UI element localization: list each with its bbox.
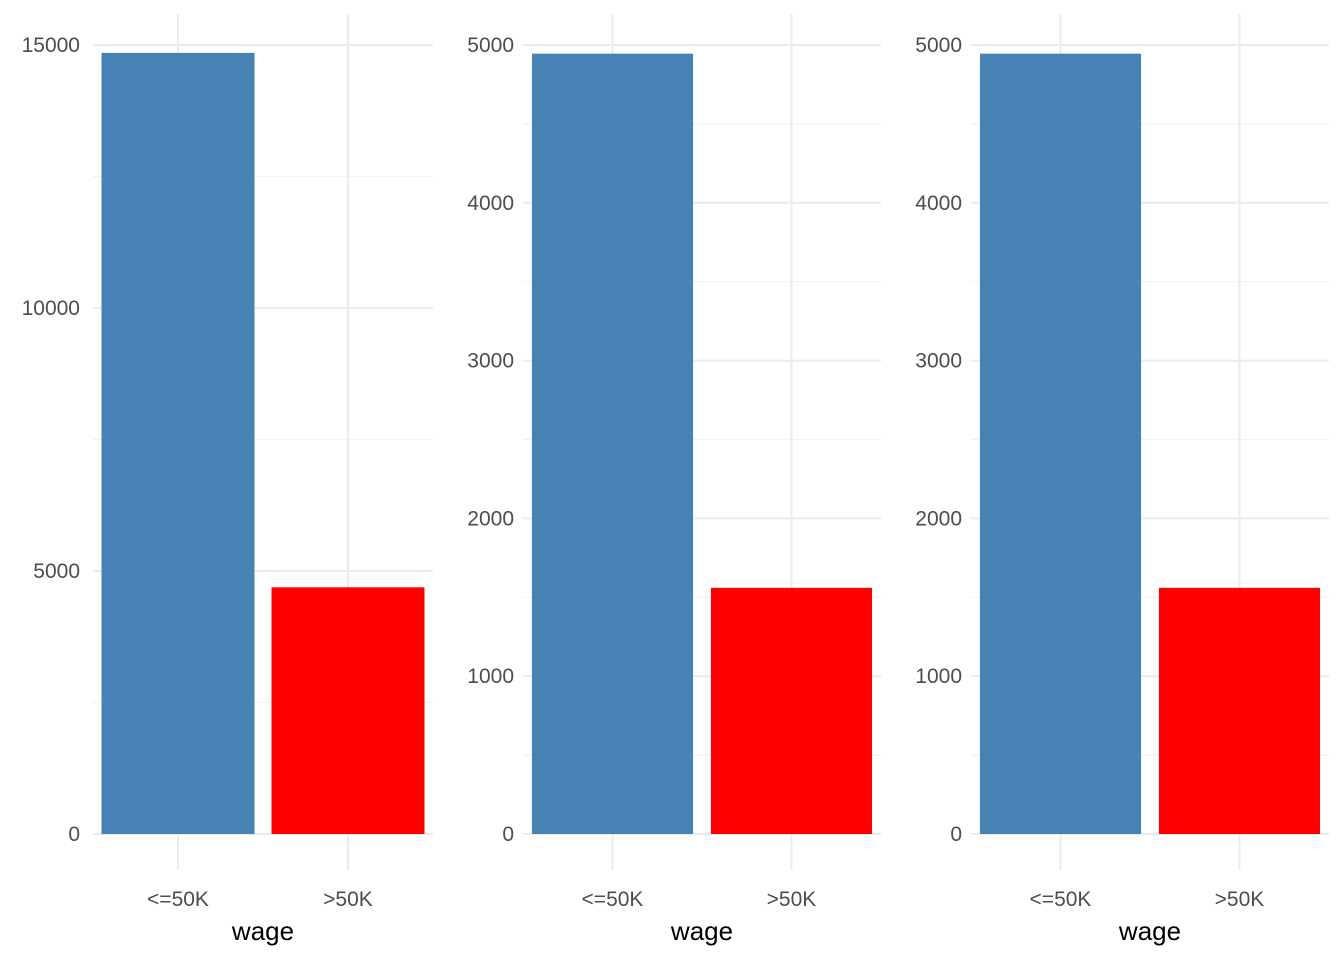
x-tick-label: >50K [323, 888, 373, 911]
y-tick-label: 5000 [33, 560, 80, 583]
y-tick-label: 5000 [467, 34, 514, 57]
y-tick-label: 15000 [22, 34, 80, 57]
y-tick-label: 2000 [467, 507, 514, 530]
bar-le-50k [531, 53, 694, 834]
x-tick-label: >50K [767, 888, 817, 911]
x-tick-label: <=50K [147, 888, 209, 911]
bar-gt-50k [271, 587, 425, 834]
y-tick-label: 4000 [467, 192, 514, 215]
y-tick-label: 10000 [22, 297, 80, 320]
bars [101, 52, 425, 834]
y-tick-label: 2000 [915, 507, 962, 530]
x-tick-label: <=50K [1030, 888, 1092, 911]
y-tick-label: 0 [68, 823, 80, 846]
x-axis-title: wage [1118, 916, 1181, 946]
bars [979, 53, 1321, 834]
x-tick-label: <=50K [582, 888, 644, 911]
y-tick-label: 1000 [467, 665, 514, 688]
bar-le-50k [979, 53, 1142, 834]
y-tick-label: 0 [950, 823, 962, 846]
y-tick-label: 5000 [915, 34, 962, 57]
y-tick-label: 0 [502, 823, 514, 846]
x-axis-title: wage [670, 916, 733, 946]
y-tick-label: 1000 [915, 665, 962, 688]
panel-1: 0 5000 10000 15000 <=50K >50K wage [22, 14, 433, 946]
bar-gt-50k [710, 587, 873, 834]
y-tick-label: 4000 [915, 192, 962, 215]
bar-le-50k [101, 52, 255, 834]
y-tick-label: 3000 [915, 350, 962, 373]
panel-3: 0 1000 2000 3000 4000 5000 <=50K >50K wage [915, 14, 1329, 946]
x-axis-title: wage [231, 916, 294, 946]
bars [531, 53, 873, 834]
bar-gt-50k [1158, 587, 1321, 834]
x-tick-label: >50K [1215, 888, 1265, 911]
y-tick-label: 3000 [467, 350, 514, 373]
panel-2: 0 1000 2000 3000 4000 5000 <=50K >50K wage [467, 14, 881, 946]
